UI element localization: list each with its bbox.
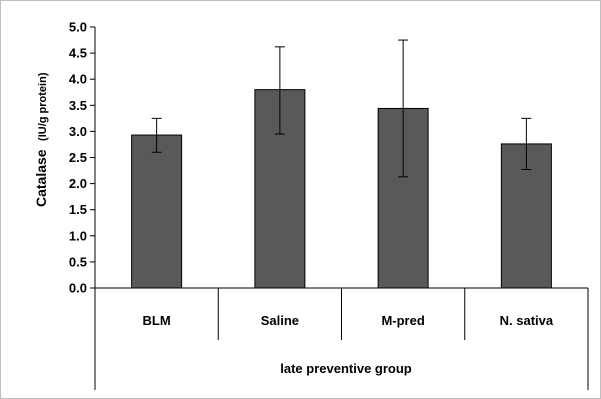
y-tick-label: 4.5 — [69, 46, 87, 61]
y-tick-label: 4.0 — [69, 72, 87, 87]
y-axis-title-main: Catalase — [33, 149, 49, 207]
y-tick-label: 1.0 — [69, 228, 87, 243]
y-axis-title: Catalase (IU/g protein) — [33, 72, 50, 207]
error-bars — [151, 39, 532, 178]
y-axis-label: Catalase (IU/g protein) — [33, 72, 50, 207]
y-tick-label: 1.5 — [69, 202, 87, 217]
y-tick-label: 5.0 — [69, 20, 87, 35]
category-label: BLM — [143, 313, 171, 328]
y-tick-label: 0.0 — [69, 281, 87, 296]
y-tick-label: 2.0 — [69, 176, 87, 191]
category-labels: BLM Saline M-pred N. sativa — [143, 313, 554, 328]
bars — [131, 89, 552, 289]
category-label: M-pred — [381, 313, 424, 328]
category-label: N. sativa — [500, 313, 554, 328]
category-label: Saline — [261, 313, 299, 328]
group-label: late preventive group — [280, 361, 412, 376]
y-tick-label: 2.5 — [69, 150, 87, 165]
y-tick-label: 0.5 — [69, 254, 87, 269]
y-axis-title-unit: (IU/g protein) — [37, 72, 49, 141]
bar — [131, 134, 183, 289]
y-ticks: 0.0 0.5 1.0 1.5 2.0 2.5 3.0 3.5 4.0 4.5 5.0 — [69, 20, 95, 296]
y-tick-label: 3.0 — [69, 124, 87, 139]
y-tick-label: 3.5 — [69, 98, 87, 113]
